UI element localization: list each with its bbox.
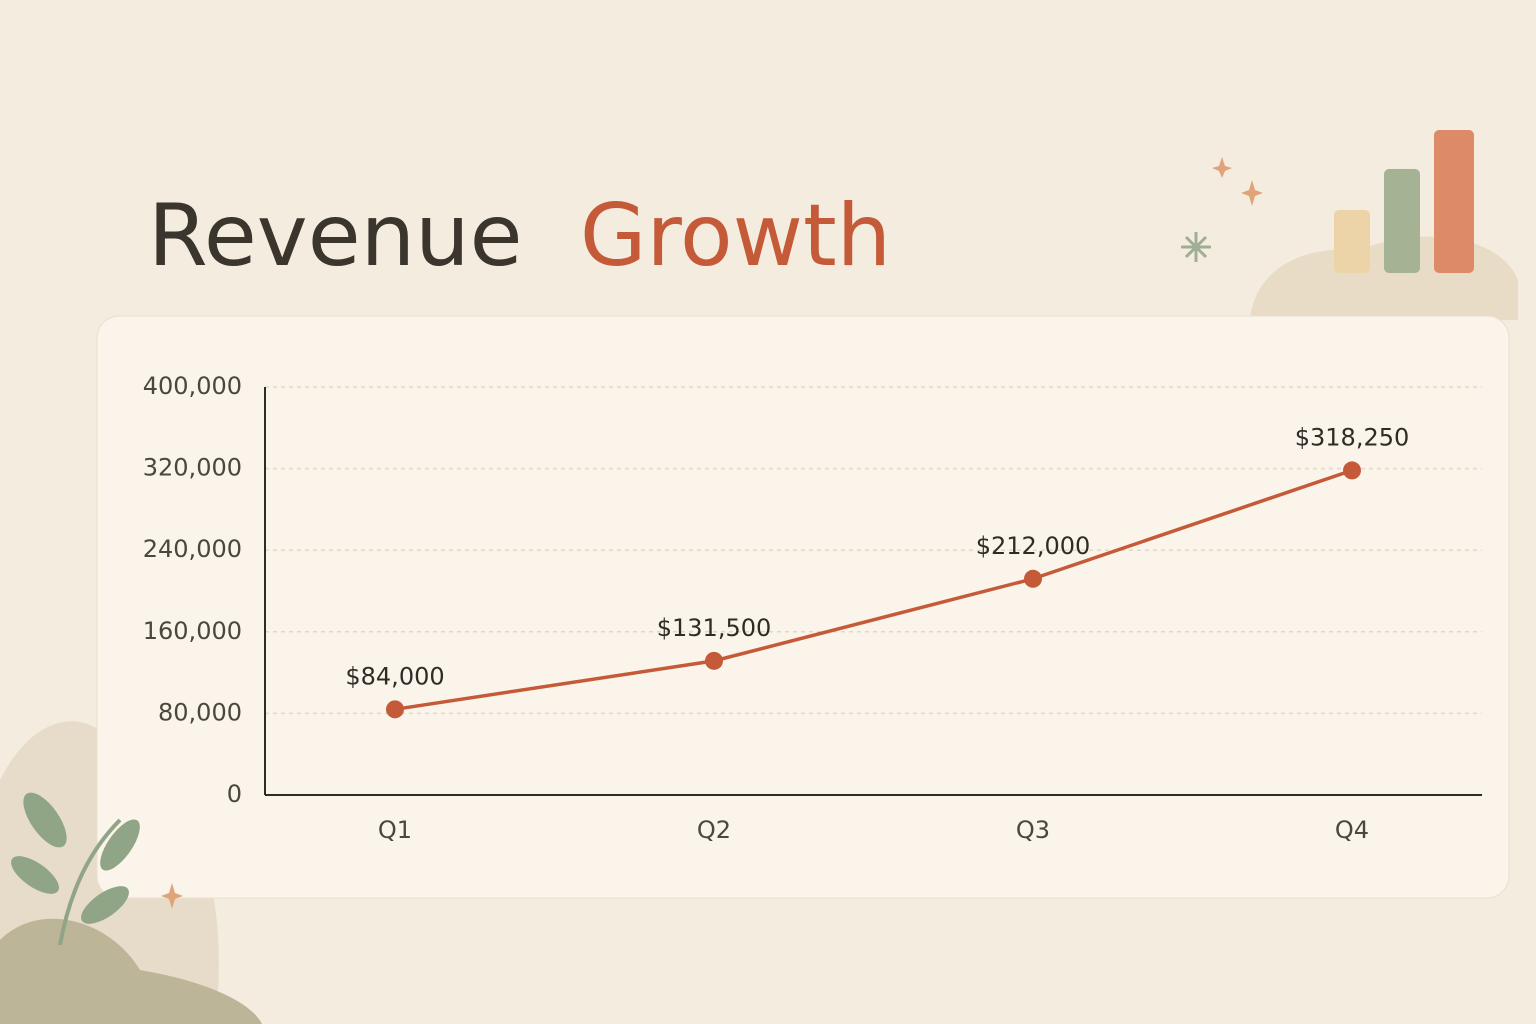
title-part: Revenue: [148, 186, 523, 286]
y-tick-label: 400,000: [143, 372, 242, 400]
decor-sparkle: [1241, 180, 1263, 206]
x-tick-label: Q4: [1335, 816, 1369, 844]
x-tick-label: Q1: [378, 816, 412, 844]
decor-bar: [1334, 210, 1370, 273]
decor-star: [1181, 232, 1211, 262]
data-point: [1024, 569, 1042, 588]
y-tick-label: 80,000: [158, 698, 242, 726]
x-tick-label: Q3: [1016, 816, 1050, 844]
data-point: [386, 700, 404, 719]
data-point: [1343, 461, 1361, 480]
y-tick-label: 240,000: [143, 535, 242, 563]
value-label: $318,250: [1295, 423, 1410, 451]
y-tick-label: 160,000: [143, 617, 242, 645]
value-label: $131,500: [657, 614, 772, 642]
y-tick-label: 0: [227, 780, 242, 808]
y-tick-label: 320,000: [143, 454, 242, 482]
chart-title: Revenue Growth: [148, 186, 891, 286]
x-tick-label: Q2: [697, 816, 731, 844]
decor-leaves: [11, 792, 140, 946]
decor-sparkle: [1212, 157, 1232, 178]
decor-bar: [1384, 169, 1420, 273]
data-point: [705, 651, 723, 670]
data-line: [394, 468, 1353, 712]
title-part: Growth: [580, 186, 891, 286]
decor-sparkle: [161, 883, 183, 909]
value-label: $212,000: [976, 532, 1091, 560]
plot-area: 0 80,000 160,000 240,000 320,000 400,000 Q1 Q2 Q…: [143, 372, 1482, 844]
decor-blob: [0, 918, 262, 1024]
decor-bar: [1434, 130, 1474, 273]
value-label: $84,000: [345, 662, 444, 690]
chart-card: [96, 315, 1510, 899]
